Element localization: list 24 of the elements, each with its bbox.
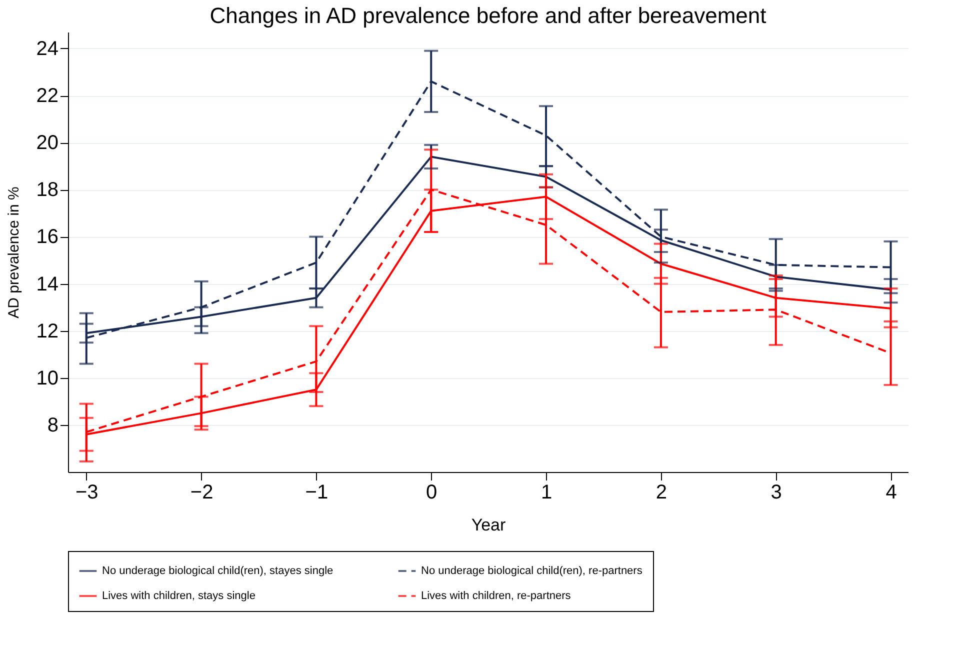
y-tick-label: 22 xyxy=(36,85,58,108)
x-tick-label: −1 xyxy=(305,482,328,504)
y-tick-label: 18 xyxy=(36,179,58,202)
x-tick-label: 0 xyxy=(426,482,438,504)
x-tick-label: −3 xyxy=(75,482,98,504)
legend-label: No underage biological child(ren), stayes single xyxy=(102,565,334,577)
y-tick-label: 12 xyxy=(36,320,58,342)
x-tick-label: 1 xyxy=(540,482,552,504)
y-tick-label: 8 xyxy=(47,414,58,436)
y-tick-label: 14 xyxy=(36,273,58,296)
legend-label: Lives with children, stays single xyxy=(102,590,256,602)
x-tick-label: 3 xyxy=(770,482,782,504)
y-tick-label: 24 xyxy=(36,38,58,60)
y-tick-label: 16 xyxy=(36,226,58,248)
legend-label: No underage biological child(ren), re-partners xyxy=(421,565,643,577)
chart-title: Changes in AD prevalence before and after bereavement xyxy=(210,3,766,28)
x-axis-title: Year xyxy=(471,516,506,534)
y-tick-label: 10 xyxy=(36,367,58,390)
x-tick-label: 2 xyxy=(656,482,668,504)
legend-label: Lives with children, re-partners xyxy=(421,590,572,602)
y-axis-title: AD prevalence in % xyxy=(5,186,22,318)
x-tick-label: −2 xyxy=(190,482,214,504)
y-tick-label: 20 xyxy=(36,132,58,154)
x-tick-label: 4 xyxy=(886,482,897,504)
